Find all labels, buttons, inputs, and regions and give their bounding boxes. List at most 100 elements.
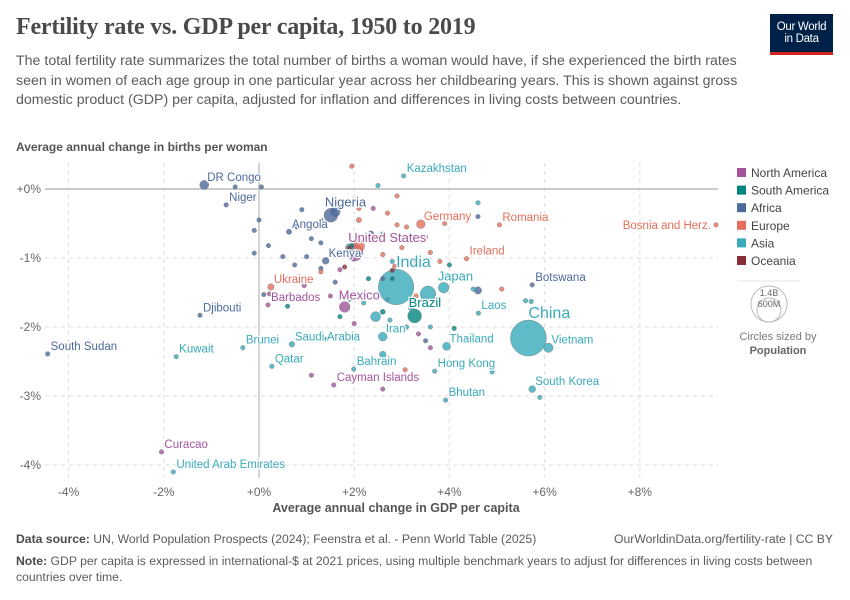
data-point — [349, 163, 355, 169]
data-point — [299, 207, 305, 213]
data-point — [285, 303, 291, 309]
data-point — [437, 258, 443, 264]
y-tick-label: -2% — [20, 320, 42, 334]
size-legend-caption: Circles sized by — [739, 331, 817, 343]
y-tick-label: +0% — [17, 182, 42, 196]
data-point — [365, 276, 371, 282]
data-point — [318, 240, 324, 246]
data-point — [413, 293, 419, 299]
data-point — [251, 250, 257, 256]
data-point — [380, 231, 386, 237]
point-label: Barbados — [271, 292, 320, 304]
data-point — [543, 342, 554, 353]
data-point — [308, 236, 314, 242]
data-point — [402, 367, 408, 373]
data-point — [379, 309, 386, 315]
point-label: Nigeria — [325, 194, 367, 209]
data-point — [370, 205, 376, 211]
data-point — [378, 332, 388, 342]
data-point — [401, 173, 407, 179]
data-point — [267, 283, 275, 291]
data-point — [346, 245, 352, 251]
data-point — [407, 308, 422, 324]
point-label: Botswana — [535, 272, 586, 284]
data-point — [470, 286, 476, 292]
data-point — [427, 249, 433, 255]
data-point — [438, 282, 450, 294]
data-point — [451, 325, 457, 331]
data-point — [256, 217, 262, 223]
gridlines — [45, 163, 718, 478]
x-tick-label: -4% — [58, 485, 80, 499]
data-point — [404, 224, 410, 230]
legend-swatch — [737, 168, 746, 177]
data-point — [413, 258, 419, 264]
point-label: India — [396, 254, 431, 271]
data-point — [404, 324, 410, 330]
chart-title: Fertility rate vs. GDP per capita, 1950 … — [16, 14, 476, 40]
data-point — [385, 296, 391, 302]
data-point — [389, 267, 395, 273]
data-source: Data source: UN, World Population Prospe… — [16, 532, 536, 546]
point-label: Iran — [386, 324, 406, 336]
data-point — [392, 263, 398, 269]
data-point — [528, 298, 534, 304]
data-point — [443, 397, 449, 403]
data-point — [321, 257, 330, 265]
point-label: United Arab Emirates — [176, 459, 285, 471]
data-point — [537, 394, 543, 400]
legend-swatch — [737, 238, 746, 248]
data-point — [399, 245, 405, 251]
point-label: Cayman Islands — [337, 372, 420, 384]
data-point — [489, 369, 495, 375]
data-point — [337, 267, 343, 273]
data-point — [199, 180, 209, 190]
point-label: Romania — [502, 212, 549, 224]
point-label: Germany — [424, 211, 472, 223]
y-tick-label: -4% — [20, 458, 42, 472]
legend-swatch — [737, 220, 746, 230]
owid-logo[interactable]: Our World in Data — [770, 14, 833, 55]
data-point — [223, 202, 229, 208]
data-point — [346, 296, 352, 302]
y-tick-label: -1% — [20, 251, 42, 265]
data-point — [269, 363, 275, 369]
data-point — [356, 205, 362, 211]
source-url[interactable]: OurWorldinData.org/fertility-rate | CC B… — [614, 532, 833, 546]
data-point — [475, 200, 481, 206]
point-label: Kenya — [329, 248, 362, 260]
point-label: United States — [348, 230, 427, 245]
data-point — [323, 336, 329, 342]
point-label: Djibouti — [203, 302, 241, 314]
legend-item-label: Africa — [751, 201, 782, 215]
data-point — [475, 310, 481, 316]
point-label: China — [528, 305, 570, 322]
note-text: GDP per capita is expressed in internati… — [16, 554, 813, 584]
data-point — [251, 227, 257, 233]
point-label: Curacao — [164, 439, 207, 451]
data-point — [232, 184, 238, 190]
data-point — [351, 366, 357, 372]
legend-swatch — [737, 203, 746, 213]
x-axis-title: Average annual change in GDP per capita — [272, 501, 520, 515]
data-point — [496, 222, 502, 228]
logo-line-2: in Data — [784, 33, 819, 45]
data-point — [528, 385, 536, 393]
data-point — [304, 254, 310, 260]
data-point — [329, 206, 341, 217]
chart-subtitle: The total fertility rate summarizes the … — [16, 53, 738, 108]
data-point — [446, 262, 452, 268]
point-label: Brunei — [246, 335, 279, 347]
point-label: Kazakhstan — [407, 163, 467, 175]
data-point — [415, 331, 421, 337]
x-tick-label: -2% — [153, 485, 175, 499]
y-tick-label: -3% — [20, 389, 42, 403]
data-point — [280, 254, 286, 260]
x-tick-label: +0% — [247, 485, 272, 499]
data-point — [261, 292, 267, 298]
point-label: Brazil — [409, 295, 442, 310]
x-tick-label: +2% — [342, 485, 367, 499]
size-legend-circle-small — [756, 297, 782, 323]
point-label: Laos — [481, 300, 506, 312]
